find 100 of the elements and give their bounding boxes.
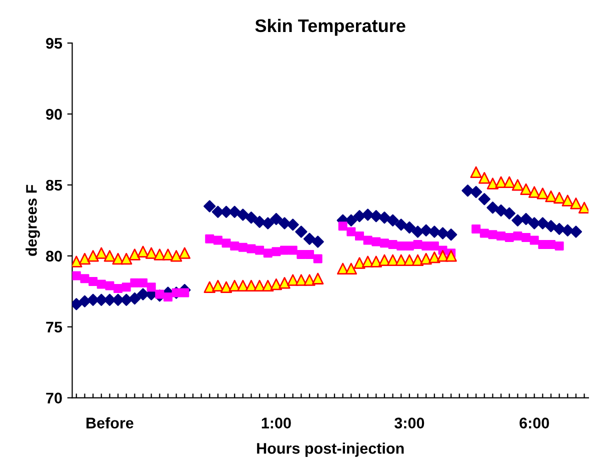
point bbox=[522, 232, 530, 242]
x-tick-label: 3:00 bbox=[394, 418, 424, 428]
point bbox=[72, 256, 82, 268]
point bbox=[170, 250, 182, 262]
point bbox=[288, 246, 298, 255]
point bbox=[205, 234, 214, 244]
point bbox=[404, 241, 414, 250]
point bbox=[354, 257, 366, 269]
point bbox=[546, 240, 556, 250]
point bbox=[296, 250, 306, 259]
point bbox=[562, 224, 574, 236]
point bbox=[130, 278, 140, 288]
chart-title: Skin Temperature bbox=[255, 18, 406, 36]
point bbox=[295, 274, 308, 286]
point bbox=[486, 178, 499, 190]
point bbox=[472, 224, 481, 234]
point bbox=[354, 232, 364, 241]
point bbox=[436, 250, 449, 262]
point bbox=[128, 292, 141, 305]
point bbox=[104, 250, 116, 262]
point bbox=[570, 226, 582, 238]
point bbox=[554, 241, 564, 250]
point bbox=[162, 248, 174, 260]
point bbox=[444, 228, 458, 241]
point bbox=[286, 218, 299, 231]
point bbox=[470, 186, 482, 198]
point bbox=[304, 274, 316, 286]
point bbox=[228, 280, 240, 292]
point bbox=[496, 232, 506, 241]
point bbox=[346, 227, 356, 236]
point bbox=[553, 192, 566, 204]
point bbox=[236, 208, 249, 221]
point bbox=[386, 214, 399, 226]
y-tick-label: 70 bbox=[46, 392, 62, 404]
point bbox=[255, 246, 264, 255]
point bbox=[445, 250, 457, 262]
point bbox=[270, 278, 282, 290]
point bbox=[78, 252, 91, 265]
point bbox=[530, 236, 539, 245]
x-axis-title: Hours post-injection bbox=[257, 442, 404, 457]
point bbox=[462, 184, 474, 197]
point bbox=[536, 188, 548, 200]
point bbox=[370, 256, 382, 268]
point bbox=[370, 210, 382, 222]
point bbox=[278, 277, 290, 289]
point bbox=[570, 198, 582, 210]
point bbox=[512, 214, 524, 226]
point bbox=[538, 240, 548, 250]
point bbox=[272, 247, 281, 256]
point bbox=[312, 272, 324, 284]
point bbox=[128, 248, 141, 260]
point bbox=[388, 240, 398, 250]
point bbox=[312, 236, 324, 248]
point bbox=[87, 250, 99, 262]
point bbox=[105, 281, 114, 290]
point bbox=[155, 290, 164, 299]
point bbox=[494, 204, 508, 217]
point bbox=[363, 236, 372, 245]
point bbox=[480, 228, 489, 238]
point bbox=[228, 206, 241, 218]
point bbox=[154, 248, 166, 260]
point bbox=[413, 240, 422, 250]
point bbox=[114, 284, 123, 294]
point bbox=[295, 226, 308, 238]
point bbox=[372, 237, 381, 246]
point bbox=[254, 280, 266, 292]
point bbox=[213, 236, 222, 245]
y-tick-label: 85 bbox=[46, 180, 62, 191]
point bbox=[238, 242, 248, 252]
point bbox=[96, 247, 108, 259]
point bbox=[504, 232, 514, 242]
point bbox=[270, 212, 282, 226]
point bbox=[163, 292, 172, 302]
point bbox=[578, 202, 588, 214]
point bbox=[180, 288, 190, 298]
point bbox=[278, 217, 291, 230]
point bbox=[72, 271, 81, 280]
point bbox=[412, 254, 424, 266]
point bbox=[512, 179, 524, 191]
point bbox=[495, 176, 507, 188]
point bbox=[504, 176, 516, 188]
point bbox=[222, 238, 231, 248]
point bbox=[553, 222, 566, 236]
point bbox=[204, 200, 216, 212]
point bbox=[378, 212, 391, 224]
point bbox=[520, 183, 532, 196]
point bbox=[422, 241, 431, 250]
point bbox=[145, 247, 158, 259]
point bbox=[246, 244, 256, 254]
point bbox=[520, 212, 532, 226]
point bbox=[396, 241, 406, 250]
point bbox=[178, 247, 190, 259]
point bbox=[230, 241, 240, 250]
point bbox=[428, 226, 440, 238]
x-tick-label: 6:00 bbox=[520, 418, 549, 428]
point bbox=[545, 190, 557, 202]
point bbox=[395, 218, 408, 231]
point bbox=[478, 193, 490, 206]
point bbox=[362, 256, 374, 268]
point bbox=[513, 232, 522, 241]
